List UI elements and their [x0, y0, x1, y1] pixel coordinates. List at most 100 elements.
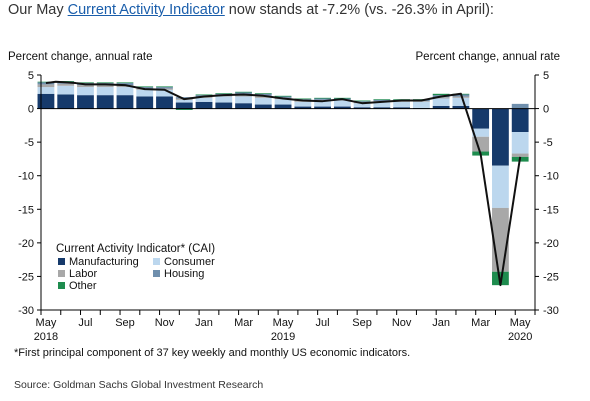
bar-segment-labor [432, 97, 450, 99]
left-tick-label: 0 [28, 104, 34, 116]
bar-segment-consumer [156, 89, 173, 97]
bar-segment-consumer [452, 97, 470, 106]
bar-segment-other [314, 97, 331, 99]
bar-segment-consumer [175, 99, 193, 103]
legend-label-manufacturing: Manufacturing [69, 256, 139, 268]
bar-segment-labor [452, 96, 470, 98]
bar-segment-other [373, 99, 391, 100]
cai-link[interactable]: Current Activity Indicator [67, 2, 225, 18]
bar-segment-consumer [393, 101, 411, 108]
legend-title: Current Activity Indicator* (CAI) [56, 243, 215, 255]
bar-segment-consumer [215, 96, 233, 103]
bar-segment-manufacturing [314, 106, 331, 109]
bar-segment-housing [175, 97, 193, 99]
bar-segment-other [432, 93, 450, 96]
x-tick-label: May [510, 317, 531, 329]
bar-segment-manufacturing [432, 105, 450, 109]
bar-segment-other [57, 81, 75, 82]
right-axis-title: Percent change, annual rate [416, 51, 561, 63]
bar-segment-other [393, 99, 411, 100]
bars-layer [37, 81, 529, 286]
bar-segment-consumer [235, 96, 252, 104]
legend-label-housing: Housing [164, 268, 204, 280]
bar-segment-manufacturing [393, 107, 411, 109]
legend: Current Activity Indicator* (CAI) Manufa… [56, 243, 215, 292]
cai-chart: Percent change, annual rate Percent chan… [8, 51, 561, 343]
bar-segment-manufacturing [353, 107, 371, 109]
x-tick-label: Sep [115, 317, 135, 329]
x-tick-label: Mar [234, 317, 253, 329]
bar-segment-other [136, 86, 154, 88]
right-tick-label: -5 [543, 137, 553, 149]
left-tick-label: -5 [24, 137, 34, 149]
bar-segment-consumer [116, 87, 134, 96]
bar-segment-housing [136, 87, 154, 89]
bar-segment-manufacturing [452, 105, 470, 109]
x-tick-label: Sep [352, 317, 372, 329]
x-tick-label: Jul [78, 317, 92, 329]
bar-segment-manufacturing [254, 104, 272, 109]
bar-segment-other [96, 82, 114, 84]
bar-segment-manufacturing [373, 107, 391, 109]
bar-segment-other [492, 271, 509, 286]
bar-segment-consumer [314, 101, 331, 107]
bar-segment-labor [37, 84, 55, 88]
bar-segment-manufacturing [175, 102, 193, 109]
bar-segment-consumer [96, 87, 114, 96]
legend-label-other: Other [69, 280, 97, 292]
bar-segment-manufacturing [136, 96, 154, 109]
right-tick-label: -30 [543, 305, 559, 317]
bar-segment-consumer [373, 101, 391, 108]
left-tick-label: -25 [18, 271, 34, 283]
bar-segment-manufacturing [492, 108, 509, 166]
left-tick-label: 5 [28, 70, 34, 82]
left-tick-label: -10 [18, 171, 34, 183]
x-tick-label: May [273, 317, 294, 329]
cai-line [45, 80, 522, 287]
bar-segment-other [215, 93, 233, 94]
x-year-label: 2019 [271, 331, 295, 343]
bar-segment-consumer [274, 99, 292, 105]
left-axis-title: Percent change, annual rate [8, 51, 153, 63]
legend-swatch-manufacturing [58, 258, 65, 265]
bar-segment-other [294, 98, 312, 100]
right-tick-label: -10 [543, 171, 559, 183]
bar-segment-housing [314, 98, 331, 100]
bar-segment-manufacturing [195, 101, 213, 109]
bar-segment-housing [37, 82, 55, 85]
headline: Our May Current Activity Indicator now s… [8, 2, 494, 18]
bar-segment-other [235, 91, 252, 93]
bar-segment-other [274, 95, 292, 97]
x-tick-label: Nov [155, 317, 175, 329]
legend-swatch-consumer [153, 258, 160, 265]
bar-segment-other [116, 82, 134, 84]
bar-segment-consumer [432, 98, 450, 106]
bar-segment-manufacturing [77, 95, 94, 109]
bar-segment-other [195, 94, 213, 96]
bar-segment-other [353, 100, 371, 102]
footnote: *First principal component of 37 key wee… [14, 347, 411, 359]
bar-segment-consumer [77, 87, 94, 96]
x-tick-label: Jan [432, 317, 450, 329]
source-note: Source: Goldman Sachs Global Investment … [14, 379, 264, 391]
bar-segment-labor [77, 85, 94, 88]
bar-segment-labor [412, 101, 430, 102]
bar-segment-other [37, 81, 55, 83]
bar-segment-manufacturing [274, 104, 292, 109]
bar-segment-manufacturing [37, 93, 55, 109]
bar-segment-housing [156, 87, 173, 89]
bar-segment-consumer [353, 103, 371, 108]
bar-segment-housing [116, 83, 134, 86]
bar-segment-housing [274, 96, 292, 98]
bar-segment-consumer [136, 89, 154, 97]
x-tick-label: Nov [392, 317, 412, 329]
x-year-label: 2018 [34, 331, 58, 343]
legend-label-labor: Labor [69, 268, 97, 280]
right-tick-label: -20 [543, 238, 559, 250]
bar-segment-manufacturing [294, 106, 312, 109]
legend-label-consumer: Consumer [164, 256, 215, 268]
x-tick-label: May [36, 317, 57, 329]
bar-segment-housing [254, 93, 272, 96]
bar-segment-manufacturing [156, 96, 173, 109]
axes-layer: 5 50 0-5 -5-10 -10-15 -15-20 -20-25 -25-30 -30Ma… [18, 70, 559, 343]
